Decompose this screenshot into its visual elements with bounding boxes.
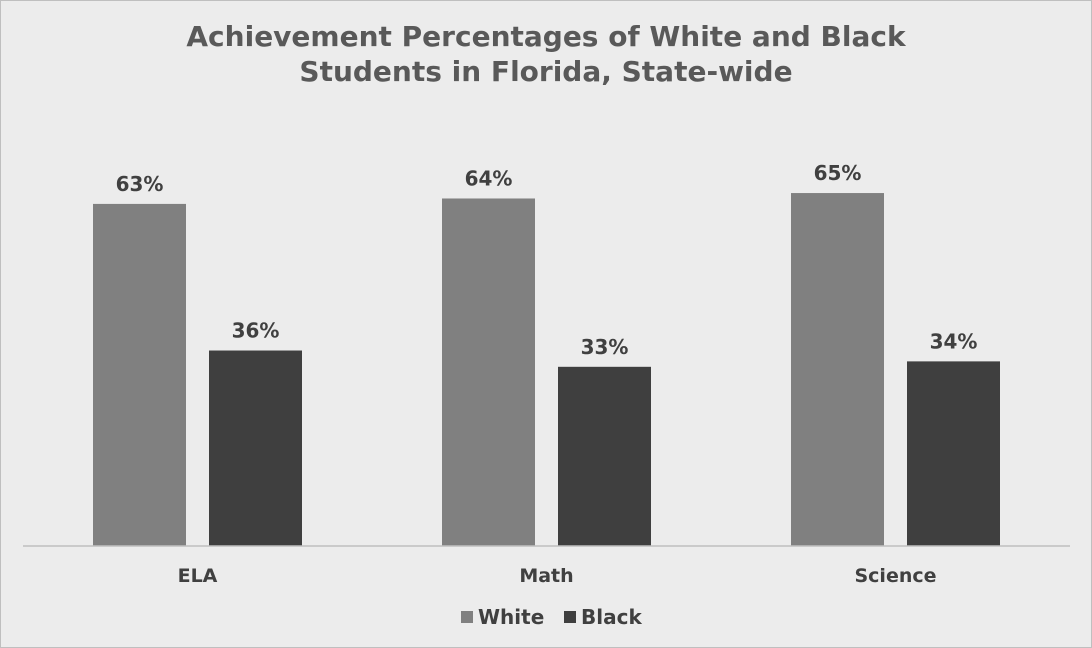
chart-title-line-1: Achievement Percentages of White and Bla… [186, 20, 907, 53]
data-label-black-science: 34% [930, 329, 978, 353]
data-label-white-ela: 63% [116, 172, 164, 196]
bar-black-ela [209, 350, 302, 546]
chart-title-line-2: Students in Florida, State-wide [299, 55, 792, 88]
x-tick-label-ela: ELA [178, 565, 218, 587]
data-label-white-science: 65% [814, 161, 862, 185]
bar-white-ela [93, 203, 186, 546]
bar-white-science [791, 193, 884, 547]
bar-white-math [442, 198, 535, 547]
x-tick-label-science: Science [854, 565, 936, 587]
legend-swatch-white [461, 611, 473, 623]
legend-swatch-black [564, 611, 576, 623]
x-tick-label-math: Math [519, 565, 573, 587]
bar-black-science [907, 361, 1000, 546]
bars-layer: 63% 36% 64% 33% 65% 34% [93, 161, 1000, 547]
data-label-black-ela: 36% [232, 319, 280, 343]
legend: White Black [461, 605, 642, 629]
bar-black-math [558, 366, 651, 546]
x-tick-labels: ELA Math Science [178, 565, 937, 587]
data-label-white-math: 64% [465, 166, 513, 190]
legend-label-white: White [478, 605, 544, 629]
data-label-black-math: 33% [581, 335, 629, 359]
legend-label-black: Black [581, 605, 642, 629]
